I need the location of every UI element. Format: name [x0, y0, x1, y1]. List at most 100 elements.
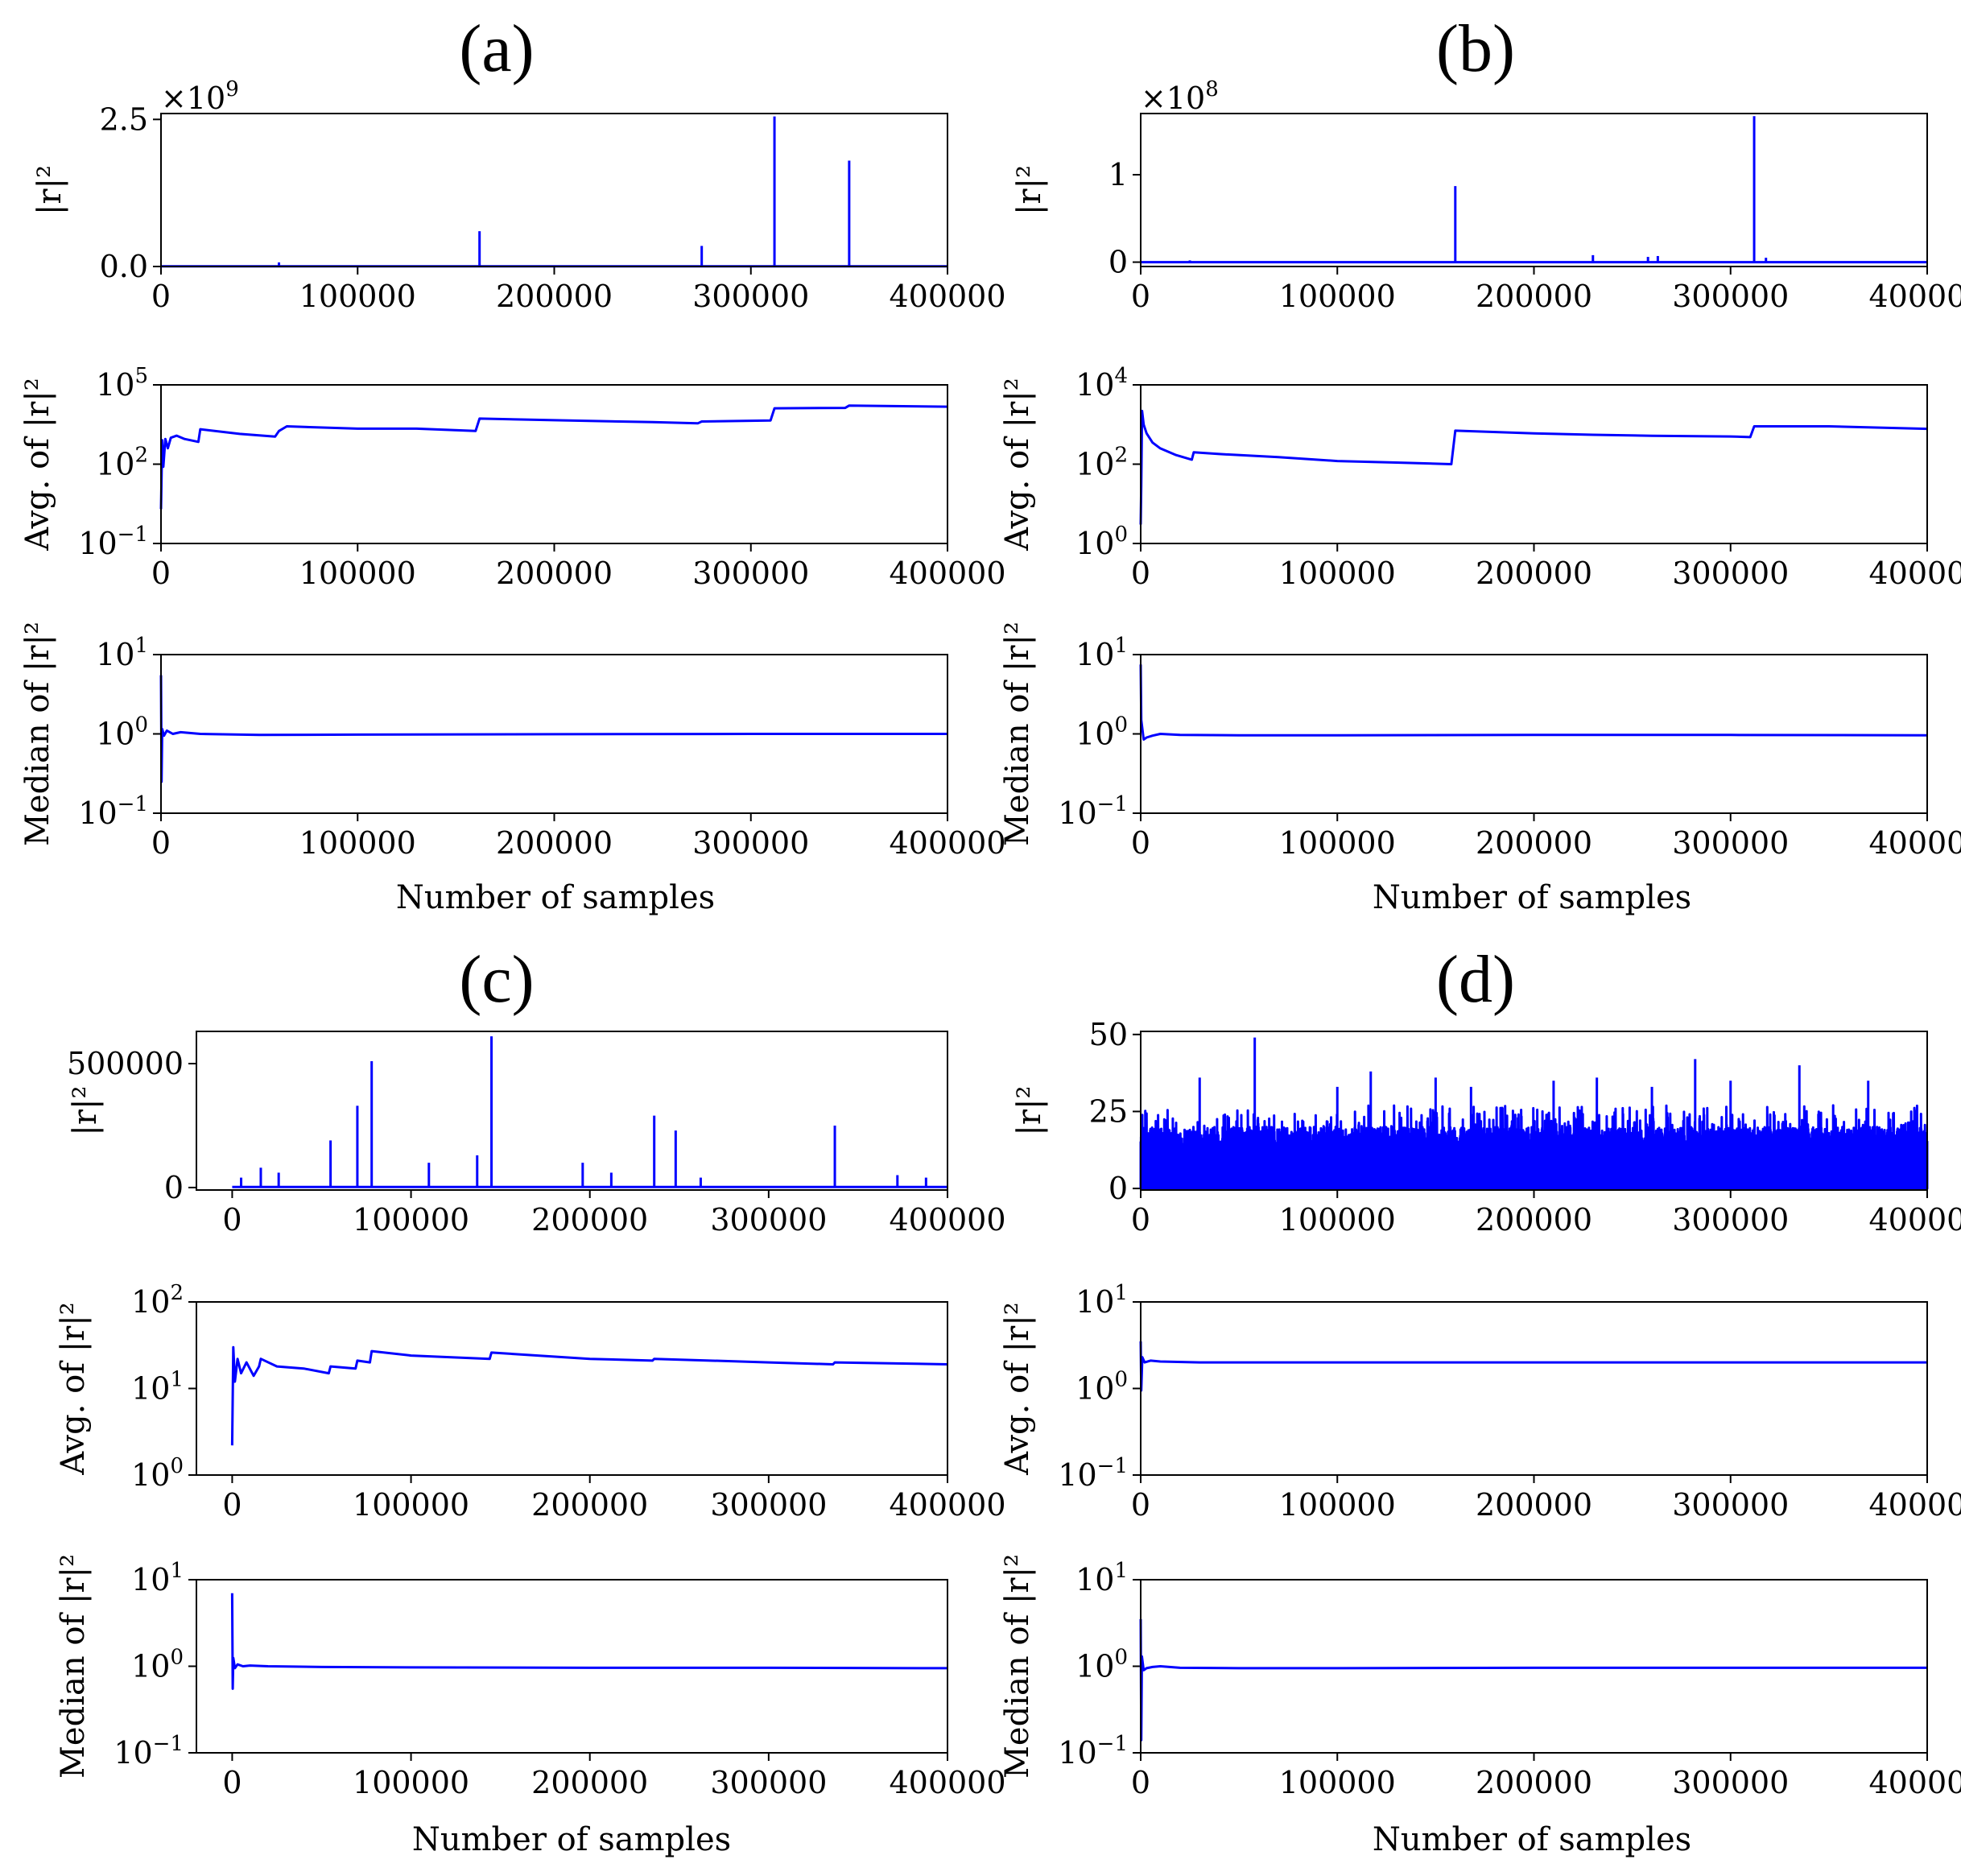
y-axis-title-c-avg: Avg. of |r|²: [55, 1302, 92, 1476]
x-tick-label: 200000: [496, 279, 613, 314]
x-tick-label: 0: [222, 1202, 242, 1238]
panel-title-a: (a): [459, 11, 534, 86]
x-tick-label: 100000: [1279, 1202, 1396, 1238]
axes-frame: [1140, 1031, 1928, 1191]
y-axis-title-b-avg: Avg. of |r|²: [999, 378, 1036, 552]
y-tick-label: 101: [96, 634, 148, 672]
x-tick-label: 300000: [710, 1487, 827, 1523]
x-tick-label: 200000: [1476, 1487, 1592, 1523]
series-line-d-median: [1139, 1618, 1927, 1742]
series-line-c-avg: [230, 1345, 948, 1446]
x-tick-label: 200000: [496, 825, 613, 861]
axes-frame: [1140, 113, 1928, 267]
y-tick-label: 10−1: [1058, 1732, 1128, 1771]
panel-title-d: (d): [1436, 942, 1515, 1017]
x-tick-label: 400000: [889, 1202, 1005, 1238]
x-tick-label: 0: [1131, 279, 1150, 314]
y-tick-label: 500000: [67, 1046, 184, 1081]
x-tick-label: 400000: [1868, 279, 1961, 314]
x-tick-label: 100000: [299, 556, 416, 591]
y-tick-label: 104: [1075, 364, 1128, 403]
axes-b-avg: Avg. of |r|² 0 100000 200000 300000 400000 100…: [999, 364, 1961, 591]
x-tick-label: 200000: [1476, 1202, 1592, 1238]
axes-a-median: Median of |r|² 0 100000 200000 300000 400000 1…: [19, 622, 1006, 861]
x-tick-label: 300000: [692, 825, 809, 861]
y-tick-label: 0: [1108, 245, 1128, 280]
y-tick-label: 0: [164, 1170, 184, 1205]
axes-frame: [196, 1301, 948, 1476]
y-tick-label: 1: [1108, 157, 1128, 192]
x-tick-label: 200000: [531, 1202, 648, 1238]
x-tick-label: 200000: [1476, 279, 1592, 314]
x-tick-label: 300000: [710, 1202, 827, 1238]
x-tick-label: 0: [151, 556, 171, 591]
x-axis-title-b: Number of samples: [1373, 879, 1691, 916]
y-axis-title-a-raw: |r|²: [31, 165, 68, 215]
y-tick-label: 100: [96, 713, 148, 752]
x-tick-label: 400000: [889, 279, 1005, 314]
x-tick-label: 300000: [1672, 1765, 1789, 1800]
x-tick-label: 400000: [889, 1487, 1005, 1523]
x-tick-label: 300000: [1672, 825, 1789, 861]
axes-frame: [1140, 654, 1928, 814]
x-tick-label: 0: [1131, 825, 1150, 861]
x-tick-label: 0: [151, 279, 171, 314]
panel-title-c: (c): [459, 942, 534, 1017]
x-axis-title-a: Number of samples: [396, 879, 715, 916]
x-tick-label: 100000: [1279, 1487, 1396, 1523]
x-tick-label: 0: [151, 825, 171, 861]
axes-c-median: Median of |r|² 0 100000 200000 300000 400000 1…: [55, 1554, 1006, 1800]
y-axis-title-b-raw: |r|²: [1011, 165, 1048, 215]
x-tick-label: 300000: [1672, 1487, 1789, 1523]
x-tick-label: 300000: [1672, 1202, 1789, 1238]
y-axis-title-a-median: Median of |r|²: [19, 622, 56, 846]
axes-frame: [160, 113, 948, 267]
x-axis-title-c: Number of samples: [412, 1821, 731, 1858]
axes-a-raw: |r|² 0 100000 200000 300000 400000 0.0 2.5 ×109: [31, 77, 1006, 314]
x-tick-label: 300000: [692, 279, 809, 314]
series-line-a-median: [159, 675, 947, 783]
x-tick-label: 200000: [531, 1487, 648, 1523]
x-tick-label: 300000: [710, 1765, 827, 1800]
x-tick-label: 100000: [1279, 556, 1396, 591]
series-noise-d: [1139, 1104, 1929, 1190]
x-tick-label: 400000: [889, 825, 1005, 861]
axes-frame: [160, 384, 948, 544]
axes-b-median: Median of |r|² 0 100000 200000 300000 400000 1…: [999, 622, 1961, 861]
y-tick-label: 105: [96, 364, 148, 403]
series-line-d-avg: [1139, 1341, 1927, 1392]
x-tick-label: 200000: [1476, 556, 1592, 591]
x-tick-label: 0: [1131, 1765, 1150, 1800]
x-tick-label: 100000: [1279, 825, 1396, 861]
y-axis-title-d-median: Median of |r|²: [999, 1554, 1036, 1779]
x-tick-label: 100000: [1279, 279, 1396, 314]
y-tick-label: 10−1: [78, 523, 148, 561]
x-tick-label: 0: [222, 1765, 242, 1800]
x-tick-label: 0: [222, 1487, 242, 1523]
x-tick-label: 400000: [889, 556, 1005, 591]
y-axis-title-d-avg: Avg. of |r|²: [999, 1302, 1036, 1476]
y-tick-label: 101: [1075, 1559, 1128, 1597]
y-tick-label: 2.5: [100, 101, 148, 137]
axes-frame: [160, 654, 948, 814]
y-tick-label: 101: [131, 1559, 184, 1597]
x-tick-label: 400000: [1868, 1202, 1961, 1238]
panel-title-b: (b): [1436, 11, 1515, 86]
y-tick-label: 10−1: [1058, 1454, 1128, 1493]
y-axis-title-a-avg: Avg. of |r|²: [19, 378, 56, 552]
y-tick-label: 102: [1075, 444, 1128, 482]
x-tick-label: 200000: [1476, 825, 1592, 861]
axes-frame: [196, 1579, 948, 1754]
axes-b-raw: |r|² 0 100000 200000 300000 400000 0 1 ×108: [1011, 77, 1961, 314]
series-line-a-avg: [159, 404, 948, 510]
axes-c-avg: Avg. of |r|² 0 100000 200000 300000 400000 100…: [55, 1281, 1006, 1523]
x-tick-label: 200000: [496, 556, 613, 591]
axes-frame: [196, 1031, 948, 1191]
y-tick-label: 0: [1108, 1171, 1128, 1206]
x-tick-label: 300000: [1672, 556, 1789, 591]
x-tick-label: 0: [1131, 1487, 1150, 1523]
y-tick-label: 25: [1089, 1093, 1128, 1129]
x-tick-label: 200000: [531, 1765, 648, 1800]
x-tick-label: 400000: [889, 1765, 1005, 1800]
